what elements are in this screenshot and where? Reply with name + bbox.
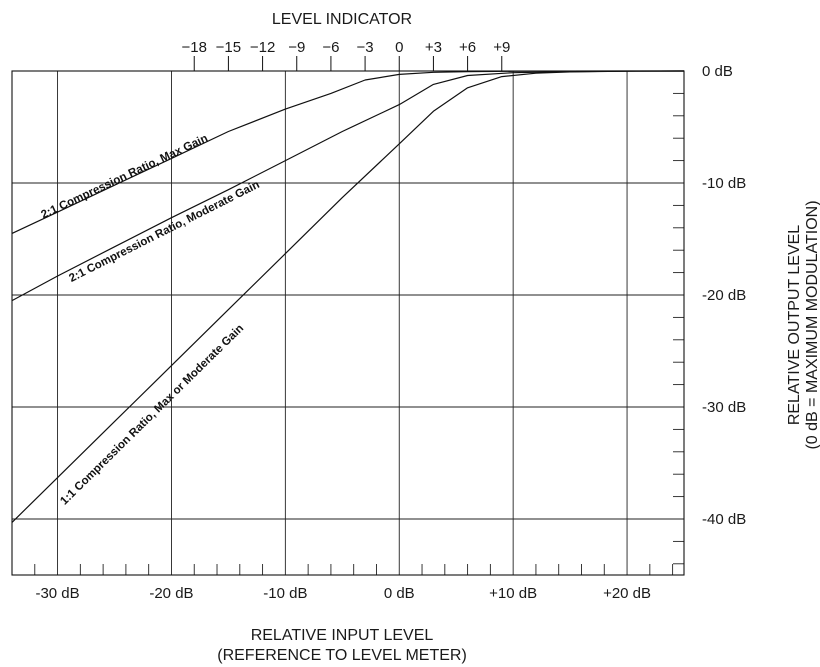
- curve-label: 1:1 Compression Ratio, Max or Moderate G…: [58, 322, 246, 507]
- curve-label: 2:1 Compression Ratio, Max Gain: [39, 132, 209, 221]
- y-tick-label: -40 dB: [702, 511, 746, 528]
- y-axis-label-line1: RELATIVE OUTPUT LEVEL: [786, 225, 803, 425]
- x-axis-label-line2: (REFERENCE TO LEVEL METER): [217, 647, 467, 664]
- level-indicator-label: −6: [322, 39, 339, 56]
- level-indicator-scale: −18 −15 −12 −9 −6 −3 0 +3 +6 +9: [182, 39, 510, 71]
- y-tick-label: -10 dB: [702, 175, 746, 192]
- level-indicator-label: 0: [395, 39, 403, 56]
- x-tick-label: -10 dB: [263, 585, 307, 602]
- chart-title: LEVEL INDICATOR: [272, 11, 412, 28]
- x-tick-label: -20 dB: [149, 585, 193, 602]
- y-tick-labels: 0 dB -10 dB -20 dB -30 dB -40 dB: [702, 63, 746, 528]
- minor-ticks: [11, 92, 684, 575]
- x-tick-label: +20 dB: [603, 585, 651, 602]
- y-tick-label: -30 dB: [702, 399, 746, 416]
- level-indicator-label: −3: [357, 39, 374, 56]
- y-axis-label-line2: (0 dB = MAXIMUM MODULATION): [804, 200, 820, 449]
- level-indicator-label: −15: [216, 39, 241, 56]
- x-tick-label: +10 dB: [489, 585, 537, 602]
- level-indicator-label: −9: [288, 39, 305, 56]
- x-tick-label: 0 dB: [384, 585, 415, 602]
- x-tick-label: -30 dB: [35, 585, 79, 602]
- level-indicator-label: −18: [182, 39, 207, 56]
- y-tick-label: 0 dB: [702, 63, 733, 80]
- x-axis-label-line1: RELATIVE INPUT LEVEL: [251, 627, 434, 644]
- level-indicator-label: +9: [493, 39, 510, 56]
- x-tick-labels: -30 dB -20 dB -10 dB 0 dB +10 dB +20 dB: [35, 585, 651, 602]
- series-lines: [11, 70, 685, 523]
- plot-frame: [11, 70, 685, 576]
- series-line: [11, 70, 684, 234]
- series-line: [11, 70, 685, 523]
- level-indicator-label: +6: [459, 39, 476, 56]
- level-indicator-label: +3: [425, 39, 442, 56]
- level-indicator-label: −12: [250, 39, 275, 56]
- grid-lines: [12, 71, 684, 575]
- y-tick-label: -20 dB: [702, 287, 746, 304]
